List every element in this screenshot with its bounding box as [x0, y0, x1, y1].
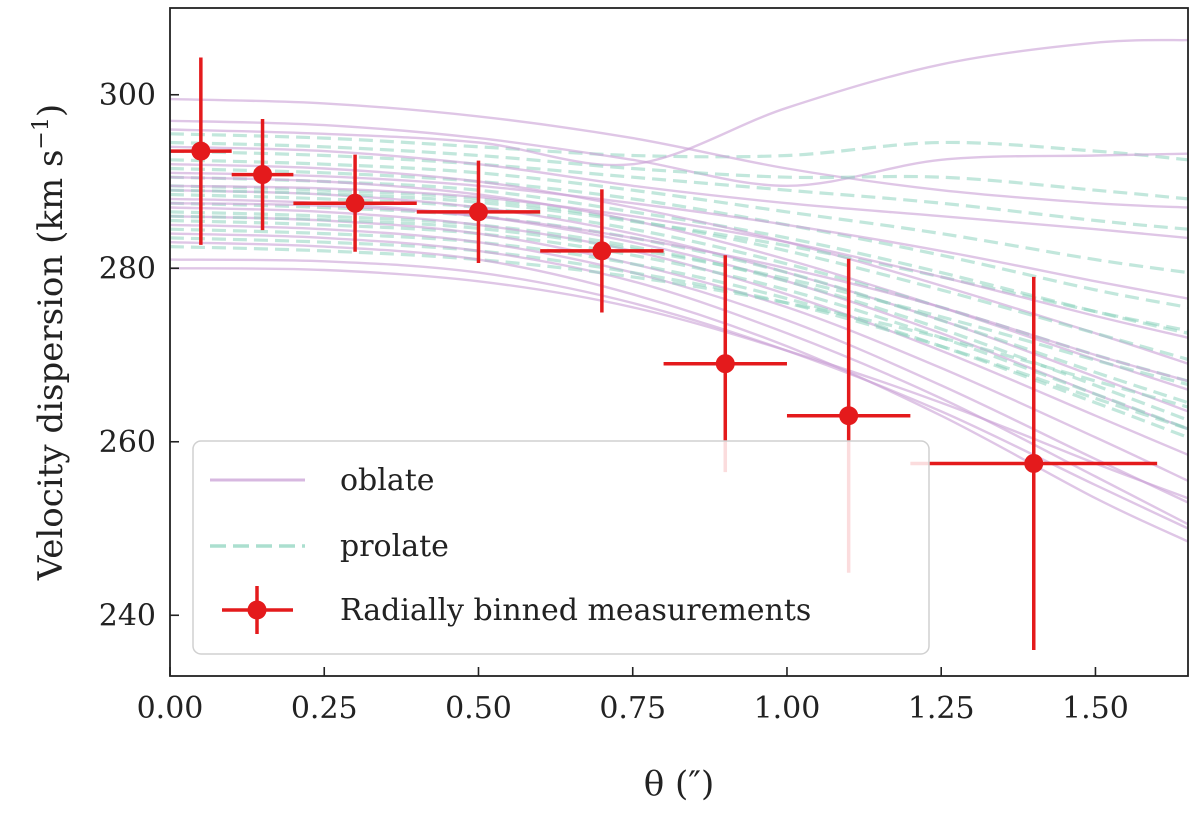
legend-box: [192, 440, 930, 655]
measurement-point: [715, 354, 735, 374]
prolate-curve: [170, 218, 1188, 431]
oblate-curve: [170, 119, 1188, 188]
prolate-curve: [170, 245, 1188, 409]
measurement-point: [1024, 453, 1044, 473]
legend-swatch-point: [247, 600, 267, 620]
legend-label: Radially binned measurements: [340, 593, 811, 628]
oblate-curve: [170, 176, 1188, 391]
measurement-point: [345, 193, 365, 213]
y-axis-title-close: ): [31, 104, 71, 117]
y-tick-label: 280: [99, 251, 156, 286]
oblate-curve: [170, 202, 1188, 383]
oblate-curve: [170, 171, 1188, 300]
oblate-curve: [170, 189, 1188, 413]
x-axis-title: θ (″): [644, 764, 715, 804]
legend-label: prolate: [340, 529, 449, 564]
prolate-curve: [170, 149, 1188, 231]
x-tick-label: 1.25: [908, 691, 975, 726]
oblate-curve: [170, 232, 1188, 526]
measurement-point: [839, 406, 859, 426]
oblate-curve: [170, 97, 1188, 209]
x-tick-label: 0.75: [599, 691, 666, 726]
prolate-curve: [170, 192, 1188, 383]
prolate-curve: [170, 214, 1188, 387]
oblate-curve: [170, 145, 1188, 240]
legend: oblate prolate Radially binned measurement…: [192, 440, 930, 655]
x-tick-label: 0.50: [445, 691, 512, 726]
x-tick-label: 0.00: [137, 691, 204, 726]
y-tick-label: 260: [99, 425, 156, 460]
measurement-points: [170, 57, 1158, 650]
plot-frame: [169, 7, 1189, 677]
prolate-curve: [170, 132, 1188, 162]
prolate-curve: [170, 158, 1188, 275]
oblate-curve: [170, 241, 1188, 543]
prolate-curve: [170, 227, 1188, 439]
prolate-curve: [170, 140, 1188, 201]
model-curves: [170, 38, 1188, 543]
measurement-point: [191, 141, 211, 161]
oblate-curve: [170, 267, 1188, 500]
oblate-curve: [170, 163, 1188, 365]
x-tick-label: 0.25: [291, 691, 358, 726]
oblate-curve: [170, 38, 1188, 167]
prolate-curve: [170, 210, 1188, 422]
prolate-curve: [170, 166, 1188, 309]
legend-label: oblate: [340, 463, 435, 498]
oblate-curve: [170, 223, 1188, 504]
axes: 0.00 0.25 0.50 0.75 1.00 1.25 1.50 240 260 280 300…: [29, 7, 1189, 804]
oblate-curve: [170, 184, 1188, 339]
y-axis-title: Velocity dispersion (km s−1): [29, 104, 71, 581]
x-tick-label: 1.50: [1062, 691, 1129, 726]
oblate-curve: [170, 258, 1188, 530]
measurement-point: [592, 241, 612, 261]
measurement-point: [468, 202, 488, 222]
y-tick-label: 300: [99, 78, 156, 113]
x-tick-label: 1.00: [754, 691, 821, 726]
measurement-point: [253, 165, 273, 185]
prolate-curve: [170, 188, 1188, 333]
y-axis-title-superscript: −1: [29, 117, 54, 149]
y-axis-title-main: Velocity dispersion (km s: [31, 150, 71, 582]
y-tick-label: 240: [99, 598, 156, 633]
